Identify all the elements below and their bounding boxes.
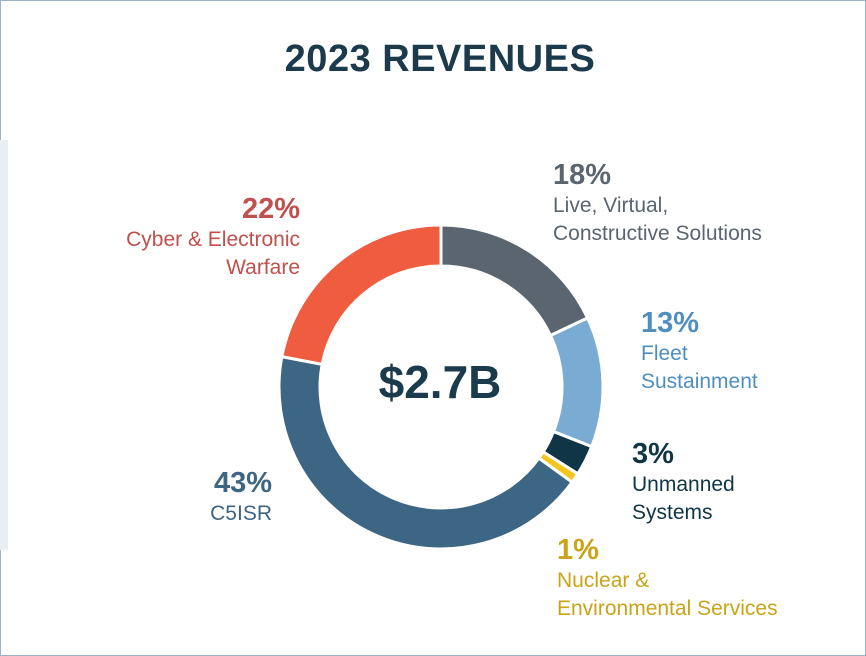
- slice-name-line: C5ISR: [210, 502, 272, 525]
- slice-pct: 22%: [241, 193, 300, 225]
- slice-pct: 3%: [632, 438, 674, 470]
- slice-name-line: Live, Virtual,: [553, 194, 669, 217]
- label-nuclear-environmental: 1% Nuclear & Environmental Services: [557, 533, 778, 623]
- label-cyber-electronic-warfare: 22% Cyber & Electronic Warfare: [40, 192, 300, 282]
- slice-name-line: Systems: [632, 501, 713, 524]
- slice-pct: 18%: [553, 159, 612, 191]
- donut-slice-1: [548, 316, 605, 449]
- slice-name-line: Cyber & Electronic: [126, 228, 300, 251]
- slice-name-line: Warfare: [226, 256, 300, 279]
- label-c5isr: 43% C5ISR: [160, 466, 272, 528]
- slice-name-line: Constructive Solutions: [553, 222, 762, 245]
- donut-slice-5: [280, 223, 443, 367]
- donut-slice-4: [277, 354, 575, 551]
- slice-name-line: Fleet: [641, 342, 688, 365]
- slice-name-line: Nuclear &: [557, 569, 650, 592]
- slice-name-line: Environmental Services: [557, 597, 778, 620]
- side-tab: [0, 140, 8, 550]
- label-live-virtual-constructive: 18% Live, Virtual, Constructive Solution…: [553, 158, 762, 248]
- chart-title: 2023 REVENUES: [284, 38, 596, 80]
- label-fleet-sustainment: 13% Fleet Sustainment: [641, 306, 758, 396]
- slice-pct: 43%: [213, 467, 272, 499]
- total-label: $2.7B: [378, 356, 502, 408]
- slice-pct: 1%: [557, 534, 599, 566]
- slice-name-line: Unmanned: [632, 473, 735, 496]
- slice-name-line: Sustainment: [641, 370, 758, 393]
- slice-pct: 13%: [641, 307, 700, 339]
- label-unmanned-systems: 3% Unmanned Systems: [632, 437, 735, 527]
